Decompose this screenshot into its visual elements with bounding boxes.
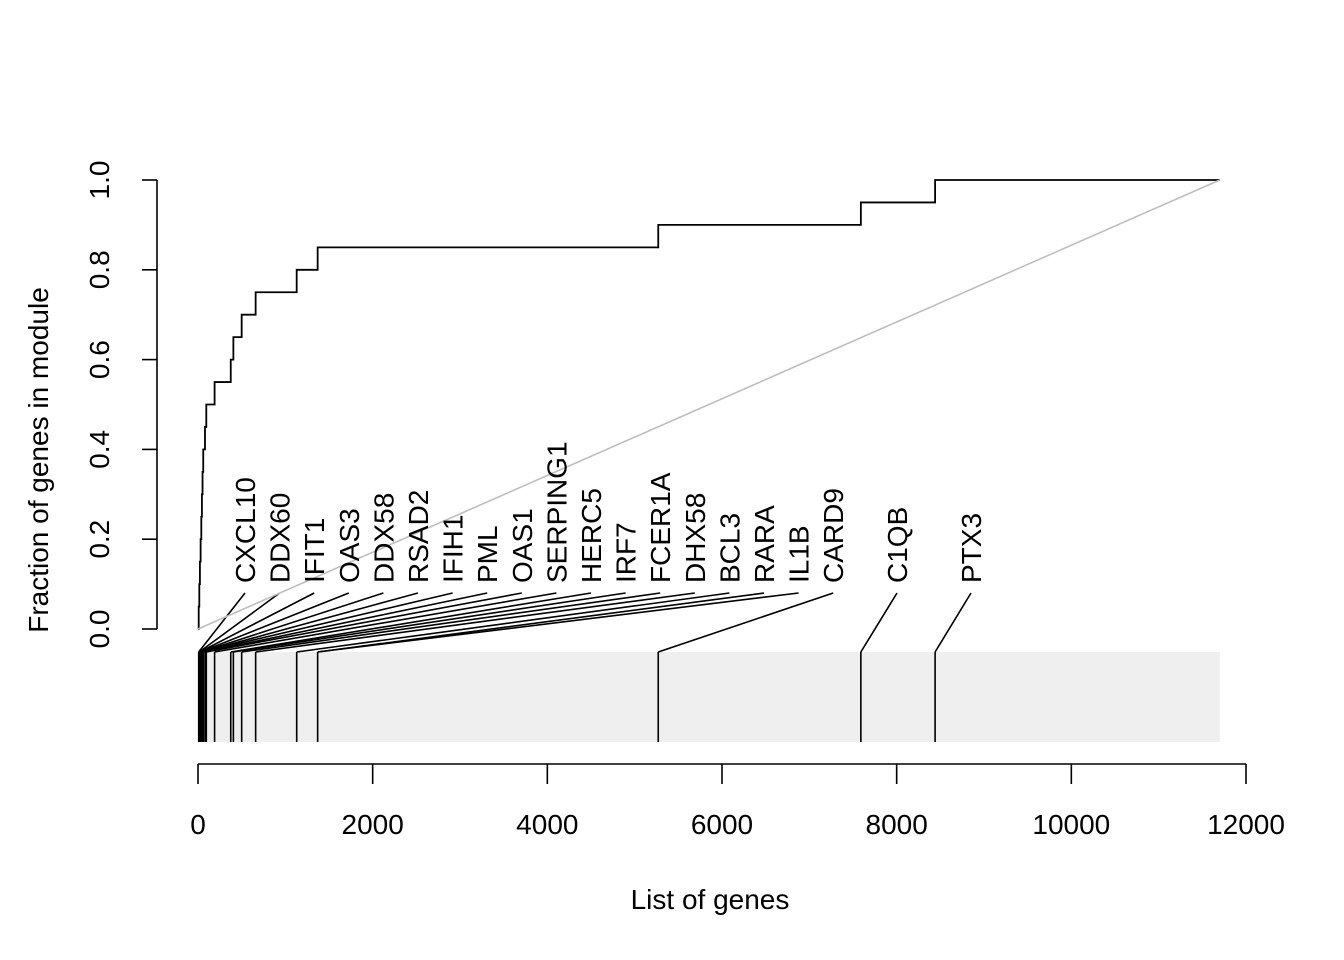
gene-connector [204,592,488,653]
x-tick-label: 4000 [516,809,578,840]
gene-connector [200,592,350,653]
x-axis: 0 2000 4000 6000 8000 10000 12000 [190,763,1285,840]
gene-label: IFIT1 [299,518,330,583]
gene-label: CXCL10 [230,477,261,583]
rug-panel [197,652,1220,742]
gene-label: HERC5 [576,488,607,583]
x-tick-label: 2000 [342,809,404,840]
random-expectation-line [197,179,1221,630]
gene-connector [296,592,730,653]
x-axis-title: List of genes [631,884,790,915]
cumulative-step-line [197,179,1220,630]
gene-connector [199,592,315,653]
gene-label: PML [472,525,503,583]
gene-label: FCER1A [645,472,676,583]
x-tick-label: 10000 [1032,809,1110,840]
gene-connector [934,592,972,653]
y-tick-label: 1.0 [84,161,115,200]
gene-label: RARA [749,505,780,583]
gene-label: IFIH1 [438,515,469,583]
y-tick-label: 0.6 [84,340,115,379]
x-tick-label: 0 [190,809,206,840]
gene-label: IRF7 [611,522,642,583]
y-tick-label: 0.0 [84,610,115,649]
gene-label: CARD9 [818,488,849,583]
gene-connector [860,592,898,653]
gene-connector [201,592,384,653]
y-tick-label: 0.2 [84,520,115,559]
rug-background [198,652,1220,742]
gene-connector [206,592,522,653]
gene-connector [202,592,453,653]
x-tick-label: 6000 [691,809,753,840]
gene-connector [241,592,661,653]
gene-label-connectors [198,592,972,653]
gene-label: SERPING1 [541,441,572,583]
gene-label: DHX58 [680,493,711,583]
gene-connector [255,592,695,653]
gene-label: IL1B [784,525,815,583]
y-tick-label: 0.8 [84,250,115,289]
plot-series [197,179,1221,630]
gene-labels: CXCL10 DDX60 IFIT1 OAS3 DDX58 RSAD2 IFIH1 PML OA… [230,441,987,583]
y-axis-title: Fraction of genes in module [23,287,54,633]
gene-label: OAS1 [507,508,538,583]
gene-connector [230,592,592,653]
gene-connector [233,592,626,653]
gene-connector [214,592,557,653]
gene-label: RSAD2 [403,490,434,583]
gene-label: BCL3 [714,513,745,583]
gene-label: DDX58 [368,493,399,583]
gene-connector [317,592,799,653]
gene-connector [198,592,246,653]
x-tick-label: 12000 [1207,809,1285,840]
gene-connector [201,592,419,653]
gene-label: OAS3 [334,508,365,583]
gene-label: PTX3 [956,513,987,583]
gene-label: DDX60 [265,493,296,583]
x-tick-label: 8000 [866,809,928,840]
gene-label: C1QB [882,507,913,583]
y-tick-label: 0.4 [84,430,115,469]
y-axis: 0.0 0.2 0.4 0.6 0.8 1.0 [84,161,158,649]
gene-connector [198,592,281,653]
gene-connector [657,592,834,653]
